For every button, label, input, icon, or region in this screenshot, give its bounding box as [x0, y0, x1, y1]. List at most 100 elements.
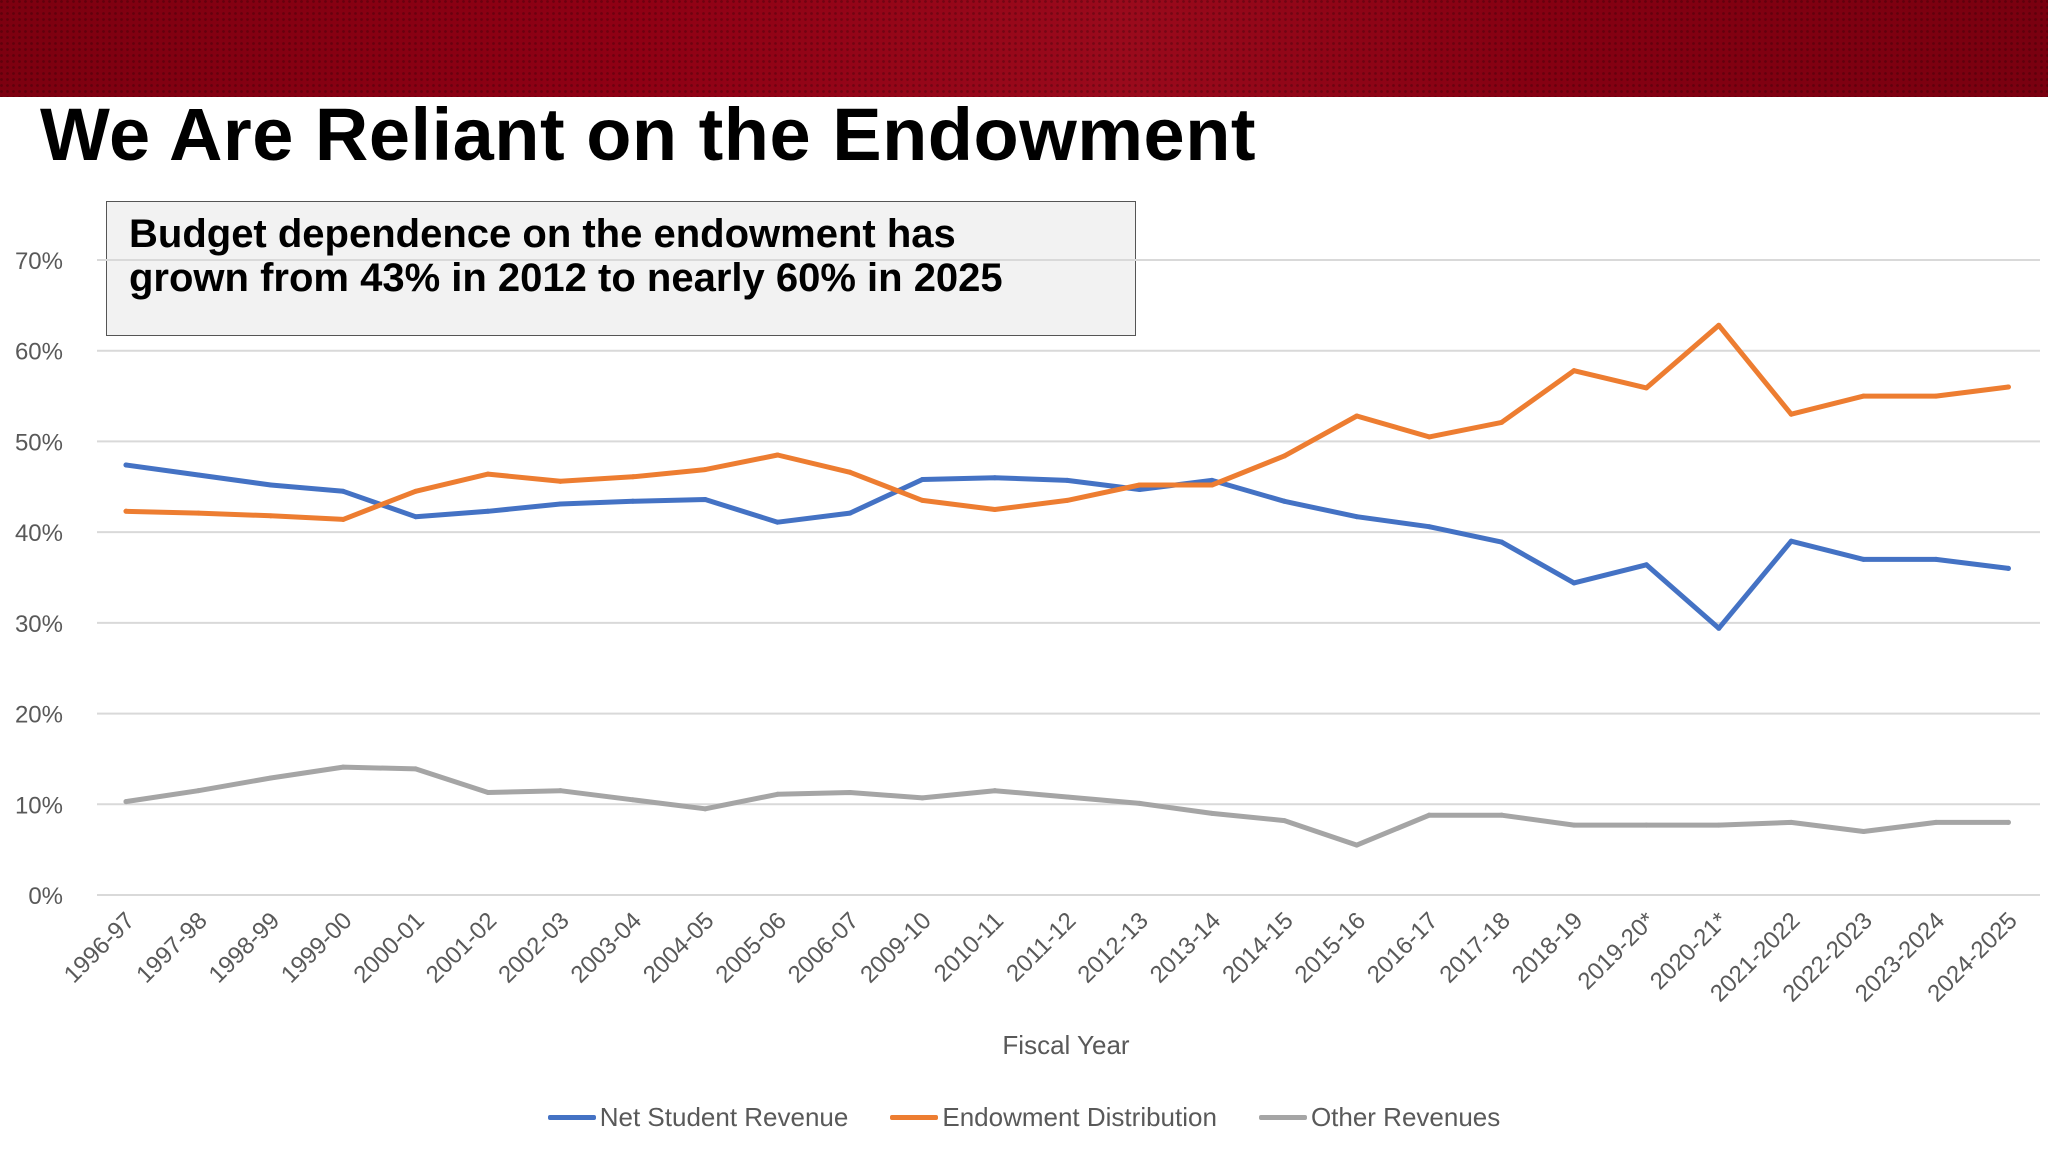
data-point-net-student-revenue [1788, 538, 1794, 544]
x-tick-label: 2019-20* [1573, 907, 1661, 995]
x-tick-label: 1999-00 [276, 907, 357, 988]
legend-item-other-revenues: Other Revenues [1258, 1102, 1500, 1133]
data-point-net-student-revenue [1716, 625, 1722, 631]
data-point-other-revenues [2005, 819, 2011, 825]
data-point-endowment-distribution [1137, 482, 1143, 488]
legend-swatch-net-student-revenue [547, 1114, 596, 1120]
y-tick-label: 30% [15, 611, 63, 638]
data-point-other-revenues [919, 795, 925, 801]
data-point-net-student-revenue [992, 475, 998, 481]
data-point-net-student-revenue [2005, 565, 2011, 571]
data-point-other-revenues [1064, 794, 1070, 800]
data-point-net-student-revenue [1499, 539, 1505, 545]
data-point-other-revenues [1716, 822, 1722, 828]
data-point-endowment-distribution [847, 469, 853, 475]
legend-label-net-student-revenue: Net Student Revenue [599, 1101, 849, 1132]
x-tick-label: 2004-05 [638, 907, 719, 988]
x-tick-label: 2012-13 [1072, 907, 1153, 988]
data-point-net-student-revenue [268, 482, 274, 488]
grid [97, 259, 2040, 896]
y-axis-ticks: 0% 10% 20% 30% 40% 50% 60% 70% [15, 248, 63, 910]
data-point-other-revenues [630, 797, 636, 803]
data-point-other-revenues [1933, 819, 1939, 825]
x-tick-label: 2015-16 [1290, 907, 1371, 988]
data-point-net-student-revenue [1571, 580, 1577, 586]
data-point-other-revenues [847, 789, 853, 795]
x-tick-label: 2006-07 [783, 907, 864, 988]
data-point-endowment-distribution [557, 478, 563, 484]
x-tick-label: 2014-15 [1217, 907, 1298, 988]
data-point-endowment-distribution [1643, 385, 1649, 391]
data-point-net-student-revenue [630, 498, 636, 504]
data-point-endowment-distribution [919, 497, 925, 503]
callout-line-1: Budget dependence on the endowment has [129, 212, 956, 256]
data-point-net-student-revenue [1933, 556, 1939, 562]
data-point-net-student-revenue [847, 510, 853, 516]
x-tick-label: 2000-01 [348, 907, 429, 988]
data-point-other-revenues [992, 788, 998, 794]
y-tick-label: 50% [15, 429, 63, 456]
legend-swatch-other-revenues [1258, 1114, 1307, 1120]
y-tick-label: 0% [28, 883, 63, 910]
data-point-net-student-revenue [1426, 524, 1432, 530]
y-tick-label: 60% [15, 339, 63, 366]
x-tick-label: 1998-99 [204, 907, 285, 988]
data-point-net-student-revenue [919, 477, 925, 483]
data-point-endowment-distribution [1933, 393, 1939, 399]
data-point-other-revenues [702, 806, 708, 812]
data-point-endowment-distribution [1281, 453, 1287, 459]
data-point-other-revenues [1354, 842, 1360, 848]
data-point-net-student-revenue [195, 472, 201, 478]
data-point-other-revenues [775, 791, 781, 797]
series-line-net-student-revenue [123, 462, 2011, 631]
data-point-net-student-revenue [340, 488, 346, 494]
legend-label-endowment-distribution: Endowment Distribution [942, 1101, 1217, 1132]
callout-line-2: grown from 43% in 2012 to nearly 60% in … [129, 256, 1003, 300]
x-tick-label: 2017-18 [1434, 907, 1515, 988]
y-tick-label: 10% [15, 792, 63, 819]
data-point-net-student-revenue [702, 496, 708, 502]
data-point-other-revenues [1643, 822, 1649, 828]
series-line-endowment-distribution [123, 322, 2011, 522]
x-tick-label: 2013-14 [1145, 907, 1226, 988]
data-point-net-student-revenue [1064, 477, 1070, 483]
data-point-other-revenues [1571, 822, 1577, 828]
data-point-endowment-distribution [2005, 384, 2011, 390]
x-tick-label: 2016-17 [1362, 907, 1443, 988]
data-point-endowment-distribution [1209, 482, 1215, 488]
x-axis-ticks: 1996-971997-981998-991999-002000-012001-… [59, 907, 2023, 1007]
data-point-endowment-distribution [702, 467, 708, 473]
data-point-other-revenues [485, 789, 491, 795]
data-point-endowment-distribution [1499, 419, 1505, 425]
data-point-endowment-distribution [1064, 497, 1070, 503]
data-point-net-student-revenue [1861, 556, 1867, 562]
data-point-other-revenues [1499, 812, 1505, 818]
data-point-endowment-distribution [195, 510, 201, 516]
legend-item-endowment-distribution: Endowment Distribution [890, 1102, 1217, 1133]
data-point-endowment-distribution [123, 508, 129, 514]
data-point-endowment-distribution [630, 474, 636, 480]
data-point-other-revenues [1861, 829, 1867, 834]
series-lines [123, 322, 2011, 848]
data-point-other-revenues [1209, 810, 1215, 816]
data-point-net-student-revenue [557, 501, 563, 507]
y-tick-label: 40% [15, 520, 63, 547]
data-point-net-student-revenue [1354, 514, 1360, 520]
legend-swatch-endowment-distribution [890, 1114, 939, 1120]
x-tick-label: 2009-10 [855, 907, 936, 988]
data-point-other-revenues [557, 788, 563, 794]
y-tick-label: 70% [15, 248, 63, 275]
x-tick-label: 2005-06 [710, 907, 791, 988]
x-tick-label: 2001-02 [421, 907, 502, 988]
x-tick-label: 2010-11 [929, 907, 1009, 987]
x-axis-label: Fiscal Year [1002, 1030, 1130, 1060]
data-point-net-student-revenue [1281, 498, 1287, 504]
data-point-other-revenues [1788, 819, 1794, 825]
data-point-endowment-distribution [1861, 393, 1867, 399]
data-point-other-revenues [1137, 800, 1143, 806]
data-point-endowment-distribution [485, 471, 491, 477]
data-point-net-student-revenue [775, 519, 781, 525]
series-line-other-revenues [123, 764, 2011, 848]
data-point-net-student-revenue [485, 508, 491, 514]
data-point-other-revenues [413, 766, 419, 772]
